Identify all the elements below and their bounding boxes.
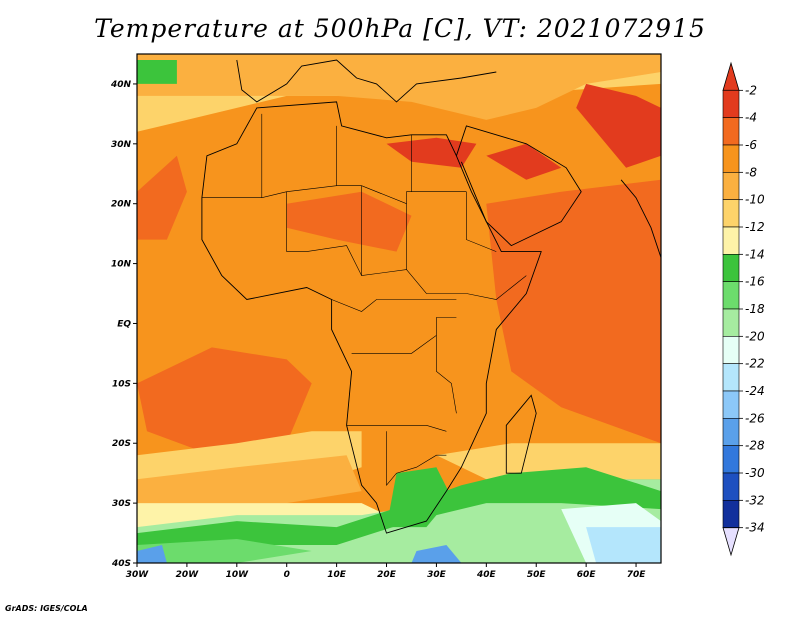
country-border	[386, 431, 447, 487]
colorbar-swatch	[722, 144, 740, 173]
colorbar-top-arrow	[722, 61, 740, 91]
colorbar-label: -8	[745, 165, 757, 179]
colorbar-label: -20	[745, 329, 765, 343]
arabia-coastline	[455, 125, 582, 247]
colorbar-label: -12	[745, 220, 765, 234]
colorbar: -2 -4 -6 -8 -10 -12 -14 -16 -18 -20 -22 -24 -26 -28 -3…	[722, 61, 765, 557]
lat-tick-label: EQ	[117, 319, 131, 329]
field-region-mild	[137, 455, 362, 504]
map-title: Temperature at 500hPa [C], VT: 202107291…	[94, 14, 706, 43]
lat-tick-label: 30N	[111, 140, 132, 150]
field-region-blue	[137, 545, 167, 563]
lon-tick-label: 30W	[126, 570, 150, 580]
field-region-hot	[386, 137, 477, 168]
colorbar-swatch	[722, 254, 740, 282]
lon-tick-label: 70E	[627, 570, 647, 580]
field-region-warm	[137, 347, 312, 456]
country-border	[466, 275, 527, 300]
lon-tick-label: 20E	[377, 570, 397, 580]
colorbar-swatch	[722, 445, 740, 474]
lat-tick-label: 10S	[112, 379, 131, 389]
colorbar-bottom-arrow	[722, 527, 740, 557]
field-region-lightblue	[586, 527, 661, 563]
coastlines-and-borders	[201, 59, 661, 534]
colorbar-swatch	[722, 172, 740, 200]
lon-tick-label: 10E	[327, 570, 347, 580]
lon-tick-label: 20W	[176, 570, 200, 580]
field-region-green	[386, 467, 452, 528]
field-region-hot	[486, 143, 562, 180]
temperature-field	[137, 54, 661, 563]
colorbar-label: -2	[745, 83, 757, 97]
lat-tick-label: 20S	[112, 439, 131, 449]
india-coastline	[620, 179, 661, 258]
colorbar-label: -18	[745, 302, 765, 316]
colorbar-label: -32	[745, 493, 765, 507]
colorbar-label: -28	[745, 439, 765, 453]
country-border	[286, 191, 467, 294]
colorbar-label: -22	[745, 357, 765, 371]
field-region-mild	[137, 54, 661, 120]
colorbar-label: -24	[745, 384, 765, 398]
colorbar-swatch	[722, 390, 740, 419]
colorbar-label: -4	[745, 111, 757, 125]
lat-tick-label: 20N	[111, 200, 132, 210]
lon-tick-label: 0	[284, 570, 290, 580]
field-region-cool	[436, 443, 661, 480]
lon-tick-label: 10W	[226, 570, 250, 580]
country-border	[346, 424, 447, 432]
madagascar-coastline	[505, 394, 537, 474]
lon-tick-label: 60E	[577, 570, 597, 580]
colorbar-swatch	[722, 336, 740, 364]
axis-ticks: 30W 20W 10W 0 10E 20E 30E 40E 50E 60E 70E 40N 30N 20N…	[110, 80, 646, 580]
field-region-green	[137, 60, 177, 84]
field-region-lightgreen	[137, 539, 312, 563]
colorbar-swatch	[722, 418, 740, 446]
lon-tick-label: 30E	[427, 570, 447, 580]
lon-tick-label: 50E	[527, 570, 547, 580]
country-border	[436, 335, 457, 414]
colorbar-label: -30	[745, 466, 765, 480]
africa-coastline	[201, 101, 542, 534]
colorbar-label: -14	[745, 247, 765, 261]
colorbar-swatch	[722, 308, 740, 337]
field-region-blue	[411, 545, 462, 563]
colorbar-label: -10	[745, 193, 765, 207]
colorbar-swatch	[722, 281, 740, 310]
colorbar-swatch	[722, 199, 740, 228]
field-region-warm	[137, 155, 187, 240]
colorbar-label: -16	[745, 275, 765, 289]
colorbar-label: -26	[745, 411, 765, 425]
colorbar-swatch	[722, 90, 740, 118]
europe-coastline	[236, 59, 497, 103]
lon-tick-label: 40E	[476, 570, 497, 580]
plot-frame	[136, 53, 662, 564]
field-region-warm	[486, 179, 661, 444]
grads-credit: GrADS: IGES/COLA	[5, 604, 88, 613]
colorbar-swatch	[722, 500, 740, 528]
lat-tick-label: 30S	[112, 499, 131, 509]
country-border	[331, 299, 457, 312]
field-region-warm	[286, 191, 412, 252]
colorbar-swatch	[722, 226, 740, 255]
colorbar-swatch	[722, 472, 740, 501]
lat-tick-label: 40S	[111, 559, 131, 569]
colorbar-swatch	[722, 117, 740, 146]
colorbar-label: -6	[745, 138, 757, 152]
lat-tick-label: 40N	[110, 80, 132, 90]
lat-tick-label: 10N	[111, 260, 132, 270]
field-region-hot	[576, 83, 661, 168]
colorbar-swatch	[722, 363, 740, 392]
colorbar-label: -34	[745, 521, 765, 535]
country-border	[466, 191, 497, 252]
